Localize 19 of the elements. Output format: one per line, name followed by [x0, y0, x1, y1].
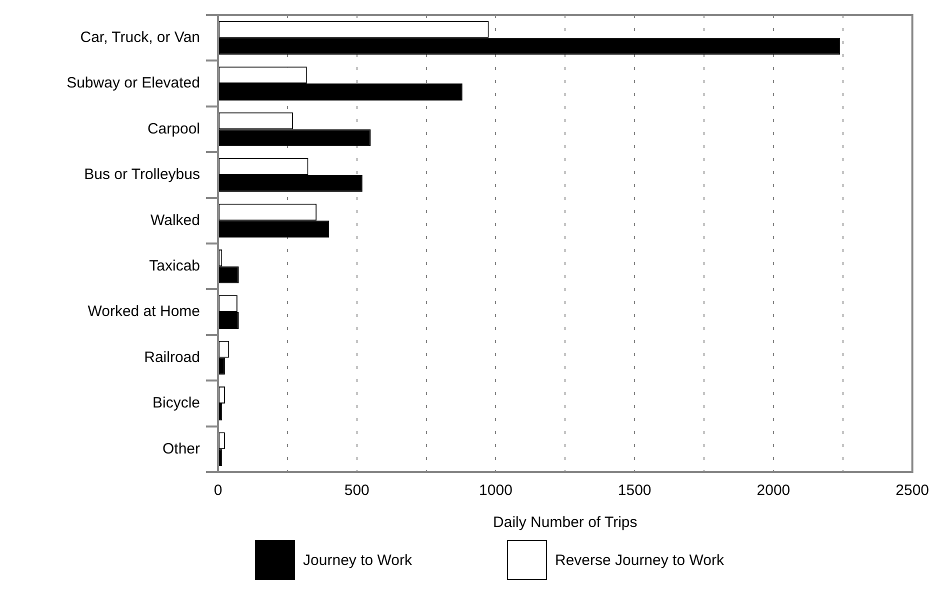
x-tick-label: 2000 [756, 482, 790, 500]
y-tick-label: Walked [150, 212, 200, 229]
y-tick-label: Railroad [144, 348, 200, 366]
y-tick-label: Worked at Home [88, 303, 200, 320]
text: Reverse Journey to Work [554, 552, 724, 568]
y-tick-label: Subway or Elevated [66, 74, 200, 92]
x-tick-label: 1000 [479, 482, 512, 500]
y-tick-label: Car, Truck, or Van [80, 28, 200, 46]
y-tick-label: Carpool [147, 120, 200, 138]
x-tick-label: 500 [344, 482, 370, 500]
x-axis-title: Daily Number of Trips [493, 514, 638, 532]
x-tick-label: 2500 [896, 482, 930, 500]
y-tick-label: Bicycle [152, 394, 200, 412]
y-tick-label: Other [162, 440, 200, 458]
y-tick-label: Bus or Trolleybus [84, 166, 200, 184]
text: Journey to Work [303, 552, 412, 568]
x-tick-label: 0 [214, 482, 222, 500]
x-tick-label: 1500 [618, 482, 652, 500]
y-tick-label: Taxicab [149, 257, 200, 274]
